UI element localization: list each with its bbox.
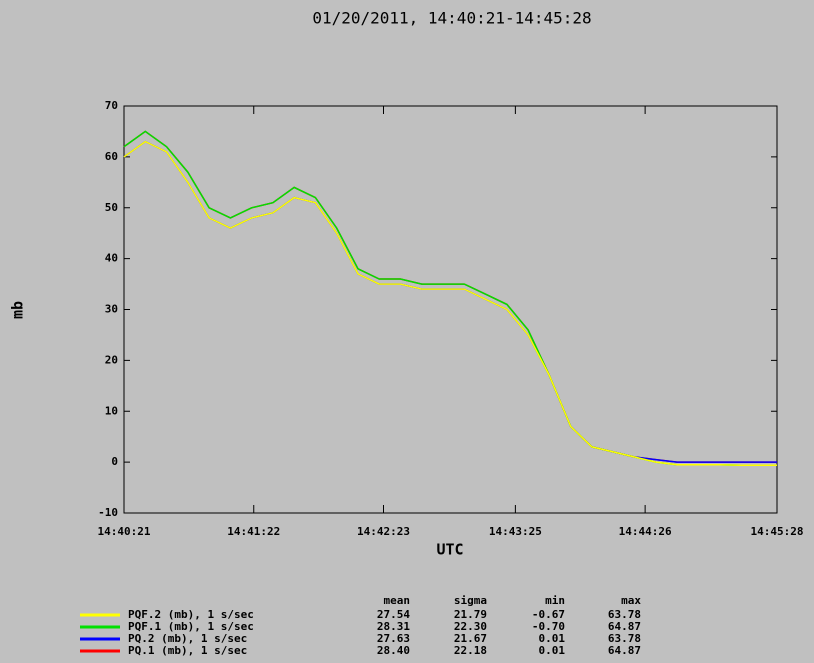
y-tick-label: 50: [105, 201, 118, 214]
y-tick-label: 60: [105, 150, 118, 163]
stats-value: -0.67: [532, 608, 565, 621]
chart-title: 01/20/2011, 14:40:21-14:45:28: [312, 9, 591, 28]
legend-label: PQF.1 (mb), 1 s/sec: [128, 620, 254, 633]
y-tick-label: 10: [105, 404, 118, 417]
stats-header: mean: [384, 594, 411, 607]
x-tick-label: 14:43:25: [489, 525, 542, 538]
stats-value: 64.87: [608, 620, 641, 633]
y-tick-label: 0: [111, 455, 118, 468]
x-tick-label: 14:44:26: [619, 525, 672, 538]
stats-value: 63.78: [608, 632, 641, 645]
stats-value: -0.70: [532, 620, 565, 633]
stats-header: max: [621, 594, 641, 607]
series-line: [123, 140, 777, 463]
stats-header: sigma: [454, 594, 487, 607]
stats-value: 28.40: [377, 644, 410, 657]
x-tick-label: 14:40:21: [98, 525, 151, 538]
y-tick-label: -10: [98, 506, 118, 519]
x-tick-label: 14:45:28: [751, 525, 804, 538]
stats-value: 21.67: [454, 632, 487, 645]
y-tick-label: 30: [105, 303, 118, 316]
legend-label: PQ.2 (mb), 1 s/sec: [128, 632, 247, 645]
x-tick-label: 14:41:22: [227, 525, 280, 538]
stats-value: 64.87: [608, 644, 641, 657]
stats-value: 22.18: [454, 644, 487, 657]
y-tick-label: 70: [105, 99, 118, 112]
stats-value: 22.30: [454, 620, 487, 633]
series-line: [123, 130, 777, 466]
stats-value: 0.01: [539, 632, 566, 645]
stats-value: 0.01: [539, 644, 566, 657]
x-tick-label: 14:42:23: [357, 525, 410, 538]
stats-value: 27.63: [377, 632, 410, 645]
stats-value: 63.78: [608, 608, 641, 621]
stats-value: 27.54: [377, 608, 410, 621]
stats-value: 21.79: [454, 608, 487, 621]
y-tick-label: 20: [105, 353, 118, 366]
series-line: [123, 130, 777, 463]
x-axis-label: UTC: [436, 541, 463, 559]
series-line: [123, 140, 777, 466]
plot-frame: [123, 105, 778, 514]
legend-label: PQF.2 (mb), 1 s/sec: [128, 608, 254, 621]
stats-value: 28.31: [377, 620, 410, 633]
y-axis-label: mb: [9, 301, 27, 319]
y-tick-label: 40: [105, 252, 118, 265]
stats-header: min: [545, 594, 565, 607]
legend-label: PQ.1 (mb), 1 s/sec: [128, 644, 247, 657]
